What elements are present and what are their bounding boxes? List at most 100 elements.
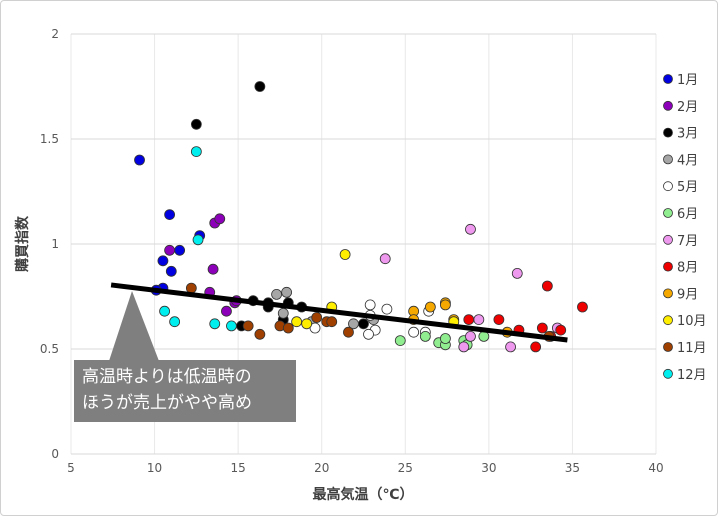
data-point-2月 bbox=[164, 244, 176, 256]
legend-marker bbox=[663, 261, 673, 272]
data-point-4月 bbox=[348, 318, 359, 330]
data-point-7月 bbox=[505, 341, 516, 353]
data-point-2月 bbox=[214, 213, 226, 225]
data-point-11月 bbox=[185, 282, 197, 294]
legend-label: 11月 bbox=[677, 341, 707, 356]
y-tick-label: 1 bbox=[51, 237, 59, 251]
data-point-12月 bbox=[190, 146, 202, 158]
data-point-11月 bbox=[242, 320, 254, 332]
legend-label: 7月 bbox=[677, 234, 698, 249]
legend-label: 12月 bbox=[677, 368, 707, 383]
data-point-11月 bbox=[311, 312, 323, 323]
data-point-2月 bbox=[221, 305, 232, 317]
data-point-10月 bbox=[301, 318, 313, 330]
legend-label: 3月 bbox=[677, 127, 698, 142]
data-point-5月 bbox=[408, 326, 420, 338]
data-point-4月 bbox=[281, 286, 293, 298]
y-tick-label: 0 bbox=[51, 447, 59, 461]
data-point-4月 bbox=[277, 307, 289, 319]
y-tick-label: 0.5 bbox=[40, 342, 59, 356]
legend-label: 1月 bbox=[677, 73, 698, 88]
legend-label: 10月 bbox=[677, 314, 707, 329]
x-tick-label: 20 bbox=[314, 461, 329, 475]
data-point-3月 bbox=[358, 318, 369, 330]
x-tick-label: 5 bbox=[67, 461, 75, 475]
legend-marker bbox=[663, 288, 673, 299]
data-point-8月 bbox=[555, 324, 567, 336]
data-point-12月 bbox=[209, 318, 221, 330]
data-point-8月 bbox=[463, 314, 475, 326]
annotation-callout: 高温時よりは低温時の ほうが売上がやや高め bbox=[74, 360, 296, 422]
data-point-1月 bbox=[174, 244, 186, 256]
data-point-6月 bbox=[478, 330, 490, 342]
data-point-6月 bbox=[439, 333, 451, 344]
legend-marker bbox=[663, 100, 673, 111]
legend-marker bbox=[663, 74, 673, 84]
annotation-line-2: ほうが売上がやや高め bbox=[82, 393, 252, 413]
x-axis-title: 最高気温（℃） bbox=[313, 486, 414, 503]
data-point-6月 bbox=[419, 330, 431, 342]
legend-marker bbox=[663, 342, 673, 352]
legend-label: 6月 bbox=[677, 207, 698, 222]
data-point-1月 bbox=[157, 255, 169, 267]
legend-label: 4月 bbox=[677, 153, 698, 168]
data-point-8月 bbox=[493, 314, 505, 326]
legend-label: 9月 bbox=[677, 287, 698, 302]
data-point-12月 bbox=[192, 234, 204, 246]
data-point-12月 bbox=[169, 316, 181, 328]
data-point-11月 bbox=[282, 322, 294, 334]
data-point-7月 bbox=[465, 330, 476, 342]
data-point-8月 bbox=[541, 280, 553, 292]
data-point-10月 bbox=[339, 249, 351, 260]
data-point-7月 bbox=[511, 267, 523, 279]
legend-marker bbox=[663, 181, 673, 192]
legend-label: 2月 bbox=[677, 100, 698, 115]
y-axis-title: 購買指数 bbox=[14, 215, 31, 273]
y-tick-label: 1.5 bbox=[40, 132, 59, 146]
data-point-6月 bbox=[394, 335, 406, 347]
data-point-7月 bbox=[458, 341, 470, 353]
y-tick-label: 2 bbox=[51, 27, 59, 41]
annotation-line-1: 高温時よりは低温時の bbox=[82, 367, 252, 387]
data-point-12月 bbox=[226, 320, 237, 332]
data-point-7月 bbox=[465, 223, 476, 235]
x-tick-label: 35 bbox=[565, 461, 580, 475]
data-point-7月 bbox=[379, 253, 391, 265]
data-point-1月 bbox=[134, 154, 145, 166]
x-tick-label: 25 bbox=[398, 461, 413, 475]
legend-marker bbox=[663, 234, 673, 245]
x-tick-label: 10 bbox=[147, 461, 162, 475]
data-point-11月 bbox=[254, 328, 266, 340]
data-point-1月 bbox=[165, 265, 177, 277]
legend-marker bbox=[663, 127, 673, 138]
data-point-3月 bbox=[254, 81, 266, 92]
legend-label: 5月 bbox=[677, 180, 698, 195]
data-point-5月 bbox=[381, 303, 393, 315]
data-point-12月 bbox=[159, 305, 171, 317]
x-tick-label: 30 bbox=[481, 461, 496, 475]
annotation-pointer bbox=[109, 291, 159, 361]
data-point-4月 bbox=[271, 288, 282, 300]
trendline bbox=[110, 282, 568, 343]
legend-marker bbox=[663, 154, 673, 165]
legend-marker bbox=[663, 315, 673, 326]
x-tick-label: 15 bbox=[231, 461, 246, 475]
data-point-5月 bbox=[364, 299, 376, 311]
data-point-10月 bbox=[291, 316, 303, 328]
data-point-8月 bbox=[530, 341, 542, 353]
data-point-11月 bbox=[343, 326, 354, 338]
data-point-9月 bbox=[424, 301, 436, 313]
x-tick-label: 40 bbox=[648, 461, 663, 475]
data-point-1月 bbox=[164, 209, 176, 221]
data-point-5月 bbox=[363, 328, 374, 340]
data-point-7月 bbox=[473, 314, 485, 326]
data-point-3月 bbox=[190, 118, 202, 130]
data-point-9月 bbox=[439, 299, 451, 311]
data-point-11月 bbox=[326, 316, 338, 328]
legend-label: 8月 bbox=[677, 261, 698, 276]
data-point-2月 bbox=[207, 263, 219, 275]
data-point-8月 bbox=[536, 322, 548, 334]
legend-marker bbox=[663, 208, 673, 218]
